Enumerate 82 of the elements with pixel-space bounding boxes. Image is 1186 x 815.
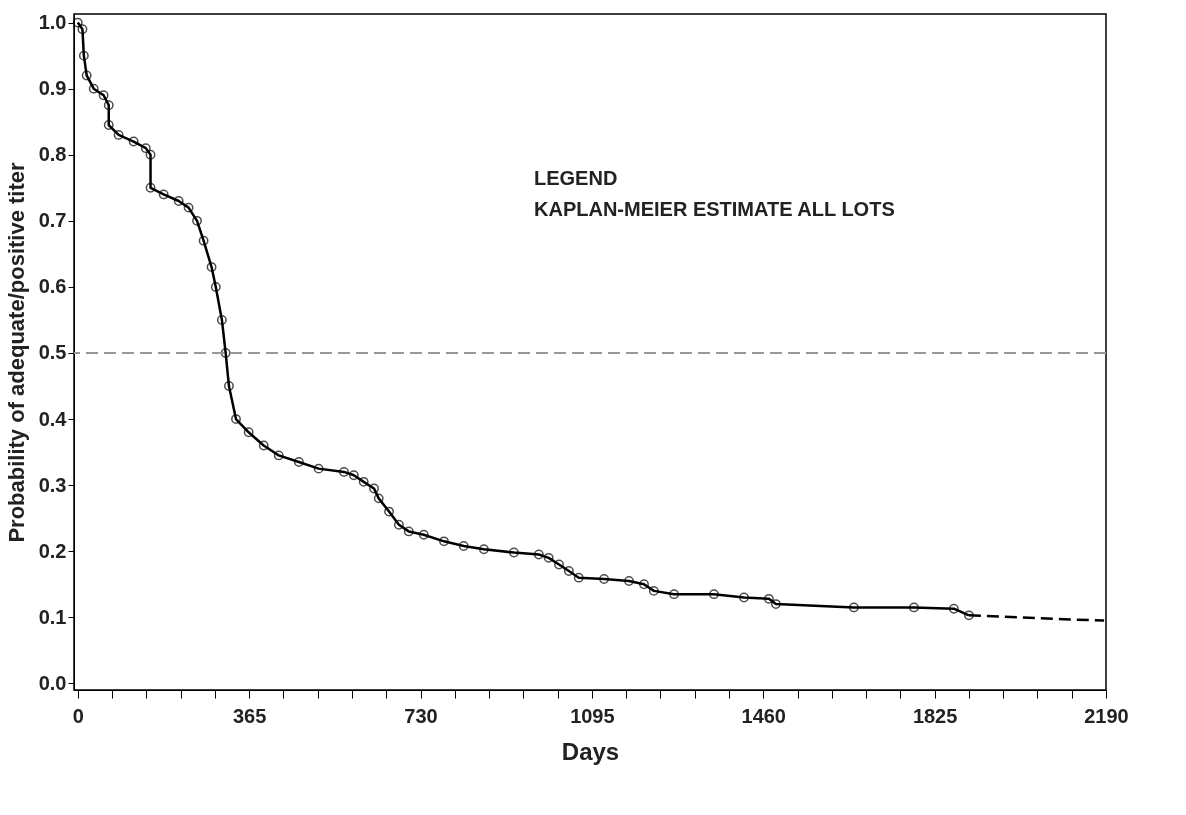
point	[554, 559, 564, 570]
y-tick-label: 0.6	[38, 275, 67, 298]
x-tick-label: 365	[232, 704, 267, 727]
point	[624, 576, 634, 586]
point	[393, 519, 404, 530]
y-tick-label: 0.1	[38, 605, 67, 628]
point	[198, 235, 209, 246]
point	[145, 149, 156, 160]
point	[313, 463, 324, 474]
point	[848, 602, 859, 613]
x-tick-label: 2190	[1084, 704, 1129, 727]
y-tick-label: 0.8	[38, 143, 67, 166]
point	[543, 552, 554, 563]
point	[478, 544, 489, 555]
point	[113, 130, 124, 140]
point	[81, 70, 92, 81]
point	[533, 549, 544, 560]
y-tick-label: 0.3	[38, 473, 67, 496]
x-tick-label: 0	[72, 704, 84, 727]
point	[573, 572, 584, 583]
point	[258, 440, 269, 451]
point	[88, 83, 99, 94]
point	[563, 566, 574, 576]
point	[140, 143, 151, 154]
point	[231, 414, 241, 424]
point	[183, 202, 194, 213]
point	[963, 610, 974, 621]
point	[224, 381, 234, 391]
x-tick-label: 730	[404, 704, 438, 727]
point	[339, 467, 349, 477]
point	[72, 17, 83, 28]
y-tick-label: 0.7	[38, 209, 67, 232]
point	[509, 547, 519, 558]
point	[348, 470, 359, 481]
point	[418, 529, 429, 540]
x-tick-label: 1460	[741, 704, 786, 727]
point	[739, 592, 749, 603]
point	[384, 506, 394, 517]
point	[648, 585, 659, 596]
y-tick-label: 0.0	[38, 671, 67, 694]
point	[273, 450, 284, 461]
point	[206, 262, 217, 273]
point	[220, 348, 231, 358]
point	[373, 493, 384, 504]
point	[98, 90, 109, 101]
point	[216, 315, 227, 325]
x-tick-label: 1095	[570, 704, 615, 727]
point	[439, 536, 449, 547]
point	[948, 603, 959, 614]
point	[210, 281, 221, 292]
x-axis-title: Days	[561, 737, 620, 765]
point	[173, 196, 184, 206]
point	[128, 136, 139, 147]
x-tick-label: 1825	[912, 704, 958, 727]
point	[103, 100, 114, 111]
annotation: KAPLAN-MEIER ESTIMATE ALL LOTS	[534, 198, 895, 220]
point	[77, 24, 88, 35]
y-axis-title: Probability of adequate/positive titer	[3, 161, 29, 543]
point	[639, 579, 649, 590]
point	[103, 120, 114, 130]
y-tick-label: 1.0	[38, 11, 67, 34]
point	[763, 593, 774, 604]
point	[709, 589, 719, 600]
point	[145, 182, 156, 193]
y-tick-label: 0.2	[38, 539, 67, 562]
y-tick-label: 0.5	[38, 341, 67, 364]
point	[158, 189, 169, 200]
point	[192, 215, 202, 226]
point	[358, 476, 369, 487]
point	[909, 602, 919, 613]
point	[599, 574, 610, 584]
point	[243, 427, 254, 438]
point	[369, 483, 379, 494]
point	[403, 526, 414, 537]
point	[771, 599, 781, 610]
point	[78, 50, 89, 61]
annotation: LEGEND	[534, 167, 618, 189]
y-tick-label: 0.4	[38, 407, 68, 430]
point	[669, 589, 679, 600]
point	[293, 457, 304, 467]
y-tick-label: 0.9	[38, 77, 67, 100]
point	[458, 541, 469, 551]
